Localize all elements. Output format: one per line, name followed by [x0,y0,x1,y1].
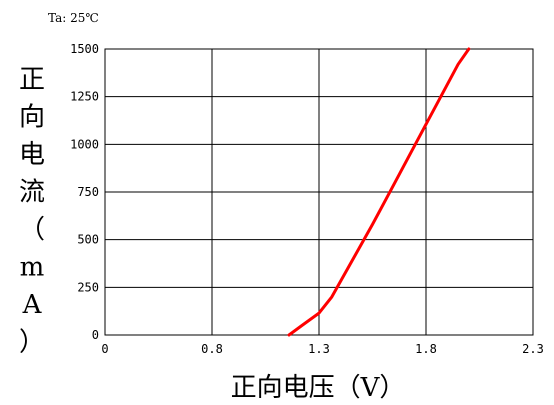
x-tick-label: 0.8 [201,342,223,356]
forward-current-curve [287,47,471,337]
y-tick-label: 1500 [70,42,99,56]
y-tick-label: 1250 [70,90,99,104]
y-tick-label: 500 [77,233,99,247]
chart-grid [105,49,533,335]
x-tick-label: 1.8 [415,342,437,356]
x-tick-label: 1.3 [308,342,330,356]
temperature-condition: Ta: 25℃ [48,11,99,25]
y-tick-label: 250 [77,280,99,294]
y-tick-label: 1000 [70,137,99,151]
plot-frame [104,48,534,336]
x-axis-ticks: 0 0.8 1.3 1.8 2.3 [101,342,543,356]
y-axis-ticks: 0 250 500 750 1000 1250 1500 [70,42,99,342]
x-tick-label: 0 [101,342,108,356]
y-axis-title: 正向电流（ m A） [19,65,45,358]
y-tick-label: 750 [77,185,99,199]
x-tick-label: 2.3 [522,342,544,356]
x-axis-title: 正向电压（V） [231,373,406,403]
y-tick-label: 0 [92,328,99,342]
